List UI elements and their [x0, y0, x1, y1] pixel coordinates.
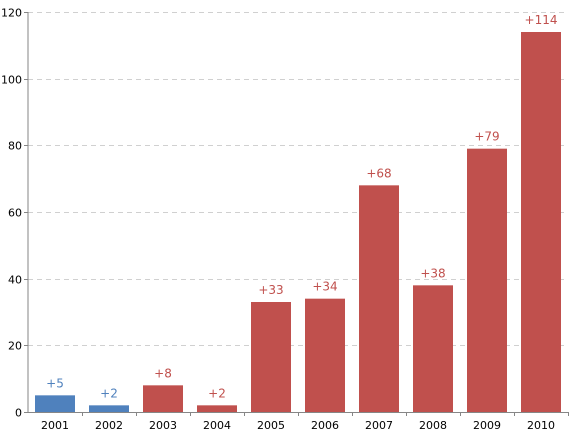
data-label: +8	[154, 366, 172, 380]
data-label: +5	[46, 376, 64, 390]
x-tick-label: 2001	[41, 419, 69, 432]
bar	[251, 302, 291, 412]
x-tick-label: 2008	[419, 419, 447, 432]
x-tick-label: 2006	[311, 419, 339, 432]
y-tick-label: 100	[1, 74, 22, 87]
bars	[35, 32, 561, 412]
bar	[305, 298, 345, 412]
x-tick-label: 2010	[527, 419, 555, 432]
y-tick-label: 40	[8, 274, 22, 287]
x-tick-label: 2003	[149, 419, 177, 432]
x-tick-label: 2005	[257, 419, 285, 432]
x-tick-label: 2007	[365, 419, 393, 432]
bar	[143, 385, 183, 412]
x-tick-label: 2004	[203, 419, 231, 432]
y-tick-label: 120	[1, 7, 22, 20]
data-label: +79	[474, 130, 499, 144]
y-tick-label: 60	[8, 207, 22, 220]
bar	[35, 395, 75, 412]
data-label: +2	[100, 386, 118, 400]
bar	[359, 185, 399, 412]
data-label: +2	[208, 386, 226, 400]
y-tick-label: 20	[8, 340, 22, 353]
bar	[521, 32, 561, 412]
bar	[197, 405, 237, 412]
data-label: +34	[312, 280, 337, 294]
y-tick-label: 80	[8, 140, 22, 153]
bar	[89, 405, 129, 412]
data-label: +38	[420, 266, 445, 280]
data-label: +68	[366, 166, 391, 180]
data-labels: +5 +2 +8 +2 +33 +34 +68 +38 +79 +114	[46, 13, 557, 400]
y-tick-label: 0	[15, 407, 22, 420]
data-label: +114	[525, 13, 558, 27]
x-tick-labels: 2001 2002 2003 2004 2005 2006 2007 2008 2009 2010	[41, 412, 569, 432]
bar	[413, 285, 453, 412]
data-label: +33	[258, 283, 283, 297]
y-tick-labels: 0 20 40 60 80 100 120	[1, 7, 28, 420]
x-tick-label: 2009	[473, 419, 501, 432]
x-tick-label: 2002	[95, 419, 123, 432]
bar	[467, 148, 507, 412]
